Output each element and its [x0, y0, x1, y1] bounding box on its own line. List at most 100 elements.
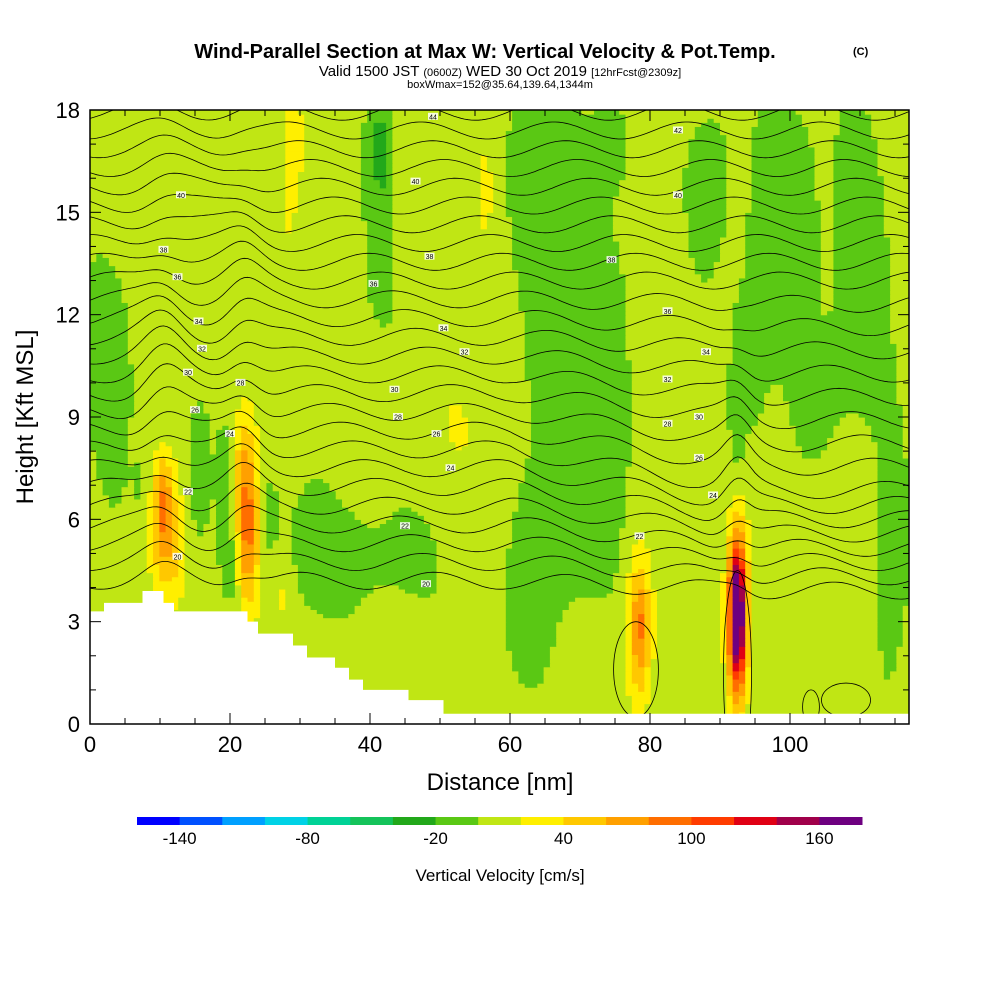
velocity-cell	[524, 466, 627, 471]
velocity-cell	[726, 556, 734, 561]
velocity-cell	[241, 617, 255, 623]
velocity-cell	[153, 511, 160, 516]
velocity-cell	[234, 408, 255, 414]
svg-text:38: 38	[608, 258, 616, 265]
velocity-cell	[890, 249, 909, 254]
velocity-cell	[90, 277, 123, 283]
velocity-cell	[260, 560, 293, 565]
velocity-cell	[751, 539, 879, 545]
velocity-cell	[468, 421, 532, 426]
velocity-cell	[883, 208, 909, 213]
velocity-cell	[373, 302, 393, 308]
velocity-cell	[153, 453, 173, 459]
velocity-cell	[751, 691, 909, 696]
contour-label: 36	[172, 273, 183, 282]
velocity-cell	[486, 212, 507, 218]
velocity-cell	[367, 224, 393, 230]
velocity-cell	[386, 142, 393, 148]
velocity-cell	[871, 114, 909, 119]
velocity-cell	[228, 531, 236, 537]
velocity-cell	[392, 126, 513, 132]
velocity-cell	[241, 449, 249, 455]
velocity-cell	[272, 486, 305, 492]
velocity-cell	[833, 155, 879, 160]
velocity-cell	[726, 564, 734, 570]
velocity-cell	[228, 486, 236, 492]
velocity-cell	[90, 355, 129, 361]
velocity-cell	[738, 539, 746, 545]
velocity-cell	[751, 556, 879, 561]
velocity-cell	[688, 138, 727, 144]
velocity-cell	[178, 531, 186, 537]
velocity-cell	[373, 138, 387, 144]
velocity-cell	[524, 339, 627, 344]
velocity-cell	[524, 331, 627, 336]
velocity-cell	[612, 204, 683, 209]
velocity-cell	[90, 539, 148, 545]
velocity-cell	[90, 486, 104, 492]
velocity-cell	[436, 547, 507, 553]
velocity-cell	[373, 588, 406, 594]
velocity-cell	[732, 629, 740, 635]
velocity-cell	[644, 601, 652, 606]
velocity-cell	[644, 568, 652, 574]
velocity-cell	[619, 183, 683, 189]
velocity-cell	[234, 412, 255, 418]
velocity-cell	[171, 502, 179, 508]
velocity-cell	[783, 388, 897, 394]
velocity-cell	[222, 425, 230, 430]
velocity-cell	[682, 175, 727, 181]
velocity-cell	[216, 519, 230, 525]
velocity-cell	[279, 523, 293, 529]
velocity-cell	[625, 326, 734, 332]
velocity-cell	[751, 625, 879, 631]
velocity-cell	[90, 281, 123, 287]
velocity-cell	[505, 613, 564, 619]
svg-text:24: 24	[447, 466, 455, 473]
colorbar-swatch	[179, 817, 223, 825]
velocity-cell	[90, 138, 286, 144]
velocity-cell	[883, 191, 909, 197]
velocity-cell	[694, 269, 715, 275]
colorbar-swatch	[648, 817, 692, 825]
velocity-cell	[751, 543, 879, 549]
velocity-cell	[877, 605, 904, 610]
velocity-cell	[184, 556, 217, 561]
velocity-cell	[902, 429, 909, 434]
velocity-cell	[373, 167, 387, 172]
velocity-cell	[178, 515, 186, 520]
velocity-cell	[625, 142, 690, 148]
velocity-cell	[146, 539, 154, 545]
velocity-cell	[285, 171, 299, 177]
velocity-cell	[745, 650, 753, 656]
velocity-cell	[612, 580, 627, 586]
velocity-cell	[644, 584, 652, 590]
velocity-cell	[820, 310, 828, 316]
velocity-cell	[751, 658, 885, 664]
velocity-cell	[877, 552, 909, 557]
velocity-cell	[436, 568, 507, 574]
velocity-cell	[657, 601, 721, 606]
velocity-cell	[625, 646, 633, 651]
velocity-cell	[127, 417, 192, 422]
velocity-cell	[713, 269, 746, 275]
velocity-cell	[833, 179, 885, 185]
velocity-cell	[146, 531, 154, 537]
velocity-cell	[386, 175, 393, 181]
velocity-cell	[304, 134, 362, 140]
velocity-cell	[121, 286, 368, 291]
velocity-cell	[108, 261, 368, 267]
velocity-cell	[896, 388, 909, 394]
velocity-cell	[253, 539, 261, 545]
velocity-cell	[688, 224, 727, 230]
velocity-cell	[625, 515, 727, 520]
velocity-cell	[241, 568, 255, 574]
velocity-cell	[738, 576, 746, 582]
velocity-cell	[228, 519, 236, 525]
velocity-cell	[726, 646, 734, 651]
velocity-cell	[877, 142, 909, 148]
velocity-cell	[241, 466, 255, 471]
velocity-cell	[726, 683, 734, 688]
velocity-cell	[751, 126, 809, 132]
